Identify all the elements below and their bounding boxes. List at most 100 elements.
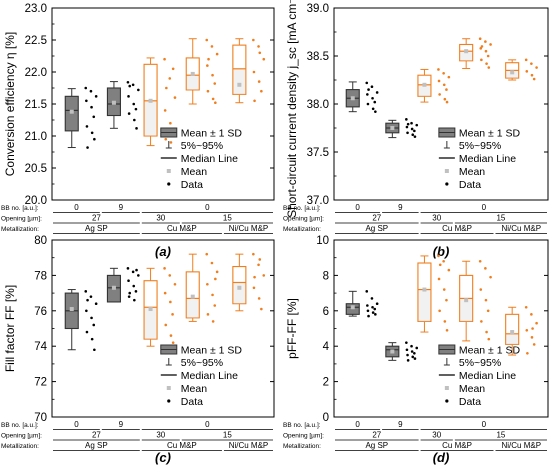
box-shade	[418, 84, 431, 97]
data-point	[442, 83, 446, 87]
data-point	[531, 327, 534, 330]
data-point	[132, 284, 136, 288]
data-point	[85, 125, 89, 128]
legend-median-label: Median Line	[181, 370, 238, 382]
table-row-label: BB no. [a.u.]:	[283, 205, 321, 212]
data-point	[127, 112, 131, 115]
table-cell: 0	[355, 420, 360, 429]
data-point	[535, 321, 538, 325]
box	[459, 43, 474, 62]
table-cell: 9	[119, 420, 124, 429]
y-tick-label: 10	[316, 235, 329, 247]
table-row-label: Opening [µm]:	[1, 216, 42, 223]
data-point	[257, 297, 261, 300]
data-point	[211, 320, 215, 323]
data-point	[214, 277, 217, 281]
data-point	[211, 73, 214, 77]
y-tick-label: 78	[34, 270, 47, 282]
table-row-label: BB no. [a.u.]:	[283, 422, 321, 429]
data-point	[371, 96, 374, 100]
data-point	[532, 77, 536, 81]
data-point	[413, 129, 416, 133]
table-cell: Ni/Cu M&P	[501, 441, 541, 450]
data-point	[437, 68, 440, 71]
data-point	[90, 131, 94, 135]
table-cell: 15	[223, 431, 232, 440]
box	[505, 313, 520, 345]
data-point	[484, 49, 488, 53]
box	[232, 265, 247, 305]
data-point	[205, 38, 209, 42]
table-cell: 0	[355, 203, 360, 212]
data-point	[127, 279, 130, 283]
data-point	[257, 263, 260, 267]
data-point	[252, 286, 256, 290]
mean-marker	[464, 298, 469, 303]
data-point	[371, 311, 375, 314]
data-point	[535, 66, 538, 69]
legend-data-swatch	[445, 182, 449, 186]
data-point	[94, 302, 98, 306]
data-point	[489, 275, 492, 279]
panel-label: (d)	[433, 450, 450, 465]
y-axis-label: Conversion efficiency η [%]	[3, 32, 17, 177]
y-tick-label: 39.0	[307, 3, 329, 15]
data-point	[128, 84, 132, 88]
data-point	[374, 313, 377, 316]
data-point	[94, 95, 98, 98]
y-tick-label: 0	[323, 412, 329, 424]
box-shade	[233, 282, 246, 304]
data-point	[365, 81, 369, 85]
box-shade	[186, 298, 199, 318]
data-point	[89, 295, 93, 298]
data-point	[415, 346, 419, 350]
data-point	[131, 270, 135, 274]
mean-marker	[350, 96, 355, 101]
category-table: BB no. [a.u.]: 0 9 0 Opening [µm]: 27 30 15 Meta…	[283, 203, 547, 234]
data-point	[133, 298, 136, 302]
data-point	[133, 118, 136, 122]
panel-label: (a)	[155, 244, 171, 259]
chart-panel-3: 70 72 74 76 78 80 Fill factor FF [%] Mean ± 1 S…	[1, 235, 275, 465]
y-tick-label: 22.0	[25, 67, 47, 79]
mean-marker	[148, 307, 153, 312]
table-cell: 15	[496, 431, 505, 440]
data-point	[530, 313, 533, 316]
legend-mean-swatch	[166, 169, 171, 173]
table-cell: 0	[482, 420, 487, 429]
y-tick-label: 72	[34, 377, 47, 389]
data-point	[442, 259, 445, 263]
table-cell: 30	[432, 214, 441, 223]
data-point	[442, 71, 445, 75]
data-point	[134, 107, 138, 111]
panel-label: (b)	[433, 244, 450, 259]
data-point	[370, 297, 374, 300]
y-tick-label: 21.0	[25, 131, 47, 143]
data-point	[371, 107, 375, 111]
data-point	[406, 122, 410, 126]
data-point	[84, 290, 88, 293]
table-cell: Cu M&P	[167, 224, 197, 233]
mean-marker	[190, 71, 195, 76]
legend-data-label: Data	[181, 179, 203, 191]
box-group-4	[185, 38, 219, 105]
mean-marker	[190, 294, 195, 299]
data-point	[214, 101, 217, 105]
data-point	[479, 288, 483, 291]
data-point	[438, 263, 442, 267]
table-row-label: Opening [µm]:	[1, 433, 42, 440]
data-point	[211, 97, 215, 101]
mean-marker	[510, 70, 515, 75]
data-point	[84, 86, 88, 90]
data-point	[484, 267, 487, 270]
data-point	[164, 137, 168, 141]
table-cell: 30	[156, 214, 165, 223]
data-point	[524, 58, 528, 62]
data-point	[437, 79, 441, 83]
y-axis-label: Short-circuit current density j_sc [mA c…	[285, 0, 299, 218]
y-tick-label: 8	[323, 270, 329, 282]
data-point	[478, 259, 482, 263]
y-tick-label: 20.5	[25, 163, 47, 175]
box	[232, 44, 247, 95]
